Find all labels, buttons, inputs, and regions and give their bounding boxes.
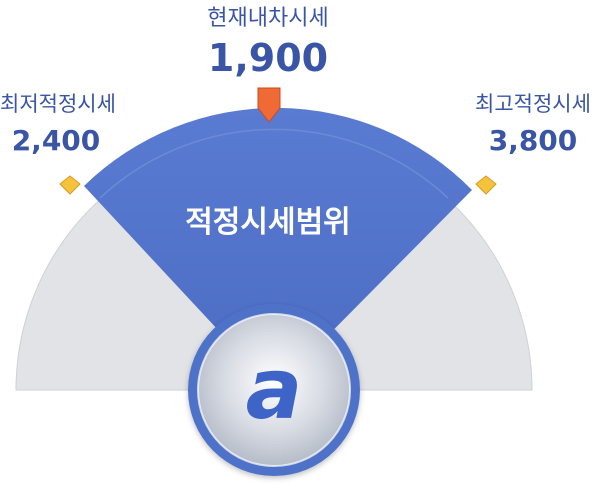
fair-range-label: 적정시세범위 (185, 205, 351, 240)
fair-range-sector (84, 107, 472, 390)
range-arc-highlight (99, 128, 449, 199)
current-price-title: 현재내차시세 (207, 6, 329, 31)
logo-knob (198, 314, 350, 466)
brand-logo: a (246, 340, 303, 438)
high-price-title: 최고적정시세 (475, 92, 591, 116)
low-price-title: 최저적정시세 (0, 92, 116, 116)
low-marker-diamond-icon (59, 175, 81, 195)
current-pointer-icon (257, 87, 281, 123)
high-price-value: 3,800 (488, 124, 578, 157)
low-price-value: 2,400 (11, 124, 101, 157)
high-marker-diamond-icon (475, 175, 497, 195)
current-price-value: 1,900 (207, 36, 329, 80)
